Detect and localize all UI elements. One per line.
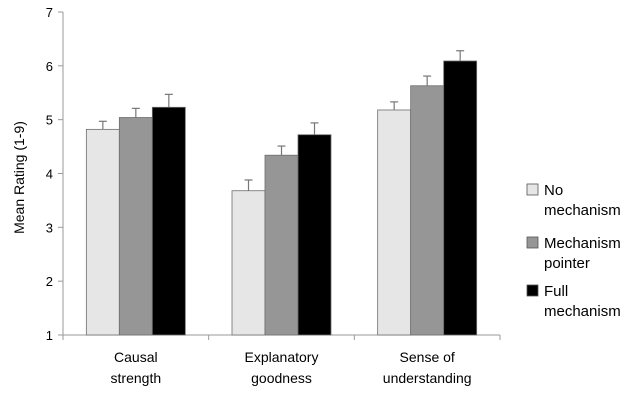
x-tick-label: Sense of understanding — [383, 349, 472, 386]
legend-swatch — [526, 284, 539, 297]
error-bar — [164, 93, 173, 108]
bar — [377, 109, 412, 336]
bar — [85, 128, 120, 336]
y-tick-label: 7 — [46, 5, 53, 20]
error-bar — [277, 145, 286, 156]
bar — [151, 106, 186, 336]
bar — [297, 134, 332, 336]
x-tick-label: Explanatory goodness — [245, 349, 319, 386]
error-bar — [423, 75, 432, 86]
error-bar — [456, 50, 465, 61]
error-bar — [131, 107, 140, 118]
y-axis-title: Mean Rating (1-9) — [11, 121, 27, 234]
y-tick-label: 5 — [46, 113, 53, 128]
legend-item: Mechanism pointer — [526, 235, 621, 272]
y-tick-label: 2 — [46, 274, 53, 289]
error-bar — [244, 179, 253, 191]
legend-item: Full mechanism — [526, 283, 621, 320]
error-bar — [390, 101, 399, 110]
bar — [118, 117, 153, 336]
bar — [264, 154, 299, 336]
legend: No mechanism Mechanism pointer Full mechanism — [526, 182, 621, 320]
legend-label: Mechanism pointer — [544, 235, 621, 272]
y-tick-label: 1 — [46, 328, 53, 343]
y-tick-label: 4 — [46, 167, 53, 182]
legend-label: No mechanism — [544, 182, 621, 219]
bar — [443, 60, 478, 336]
legend-swatch — [526, 183, 539, 196]
axes: 1 2 3 4 5 6 7 Causal strength Explanatory goodness… — [46, 5, 501, 386]
legend-label: Full mechanism — [544, 283, 621, 320]
error-bars — [98, 50, 465, 191]
x-tick-label: Causal strength — [111, 349, 162, 386]
y-tick-label: 3 — [46, 220, 53, 235]
legend-swatch — [526, 236, 539, 249]
y-tick-label: 6 — [46, 59, 53, 74]
bars — [85, 60, 478, 336]
error-bar — [98, 120, 107, 130]
y-axis-title-group: Mean Rating (1-9) — [11, 121, 27, 234]
legend-item: No mechanism — [526, 182, 621, 219]
bar — [410, 85, 445, 336]
error-bar — [310, 122, 319, 135]
bar — [231, 190, 266, 336]
